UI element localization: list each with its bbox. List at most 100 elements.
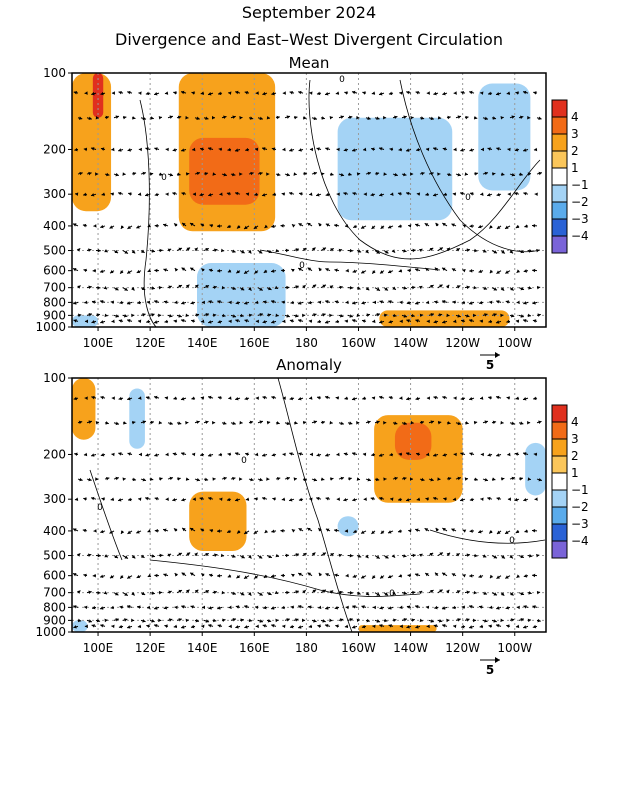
vector-arrowhead [421, 171, 425, 176]
vector-arrowhead [523, 605, 527, 609]
vector-arrowhead [131, 250, 136, 254]
x-tick-label: 100E [83, 336, 114, 350]
vector-arrowhead [419, 313, 424, 318]
vector-arrowhead [367, 420, 371, 424]
vector-arrowhead [95, 477, 99, 481]
vector-arrowhead [254, 497, 258, 501]
vector-arrowhead [379, 395, 383, 400]
vector-arrowhead [452, 192, 457, 196]
vector-arrowhead [496, 300, 500, 304]
vector-arrowhead [118, 90, 122, 95]
vector-arrowhead [151, 313, 155, 317]
vector-arrowhead [77, 285, 81, 289]
vector-arrowhead [469, 90, 473, 95]
vector-arrowhead [73, 528, 77, 532]
vector-arrowhead [298, 497, 303, 502]
vector-arrowhead [352, 269, 357, 273]
vector-arrowhead [178, 618, 182, 622]
vector-arrowhead [352, 191, 356, 196]
vector-arrowhead [201, 624, 205, 629]
vector-arrowhead [213, 618, 217, 623]
vector-arrowhead [142, 116, 146, 121]
vector-arrowhead [487, 193, 491, 197]
vector-arrowhead [181, 572, 186, 576]
vector-arrowhead [466, 285, 470, 290]
vector-arrowhead [282, 147, 286, 152]
vector-arrowhead [348, 421, 353, 425]
vector-arrowhead [344, 91, 348, 95]
vector-arrowhead [442, 572, 446, 576]
vector-arrowhead [418, 286, 423, 290]
vector-arrowhead [208, 193, 212, 197]
vector-arrowhead [199, 192, 203, 197]
vector-arrowhead [538, 116, 542, 120]
vector-arrowhead [336, 452, 340, 457]
vector-arrowhead [415, 396, 419, 401]
vector-arrowhead [330, 172, 334, 176]
vector-arrowhead [205, 285, 209, 289]
vector-arrowhead [223, 172, 227, 177]
vector-arrowhead [208, 92, 212, 96]
vector-arrowhead [343, 191, 347, 196]
vector-arrowhead [276, 115, 280, 120]
vector-arrowhead [416, 497, 420, 502]
vector-arrowhead [416, 452, 420, 456]
vector-arrowhead [253, 225, 258, 229]
vector-arrowhead [523, 90, 527, 95]
vector-arrowhead [213, 285, 217, 290]
vector-arrowhead [528, 591, 532, 595]
vector-arrowhead [474, 553, 478, 558]
vector-arrowhead [271, 624, 275, 628]
vector-arrowhead [352, 397, 356, 401]
vector-arrowhead [527, 420, 531, 425]
vector-arrowhead [289, 624, 294, 629]
contour-line [399, 79, 541, 253]
vector-arrowhead [212, 172, 216, 176]
vector-arrowhead [95, 172, 99, 176]
y-tick-label: 600 [43, 569, 66, 583]
vector-arrowhead [281, 605, 285, 610]
vector-arrowhead [232, 618, 236, 622]
vector-arrowhead [442, 606, 446, 610]
vector-arrowhead [425, 192, 429, 197]
shaded-region [394, 422, 432, 460]
vector-arrowhead [466, 590, 470, 595]
vector-arrowhead [437, 420, 442, 425]
vector-arrowhead [111, 396, 115, 400]
vector-arrowhead [321, 420, 326, 425]
y-tick-label: 400 [43, 219, 66, 233]
plot-frame [71, 72, 547, 328]
vector-arrowhead [100, 453, 105, 457]
y-tick-label: 900 [43, 613, 66, 627]
vector-arrowhead [313, 619, 317, 623]
vector-arrowhead [538, 420, 542, 424]
vector-arrowhead [479, 300, 483, 305]
vector-arrowhead [407, 268, 411, 273]
shaded-region [72, 73, 112, 212]
vector-arrowhead [500, 115, 504, 120]
vector-arrowhead [433, 395, 437, 400]
vector-arrowhead [406, 300, 411, 305]
vector-arrowhead [442, 91, 446, 96]
vector-arrowhead [399, 624, 403, 629]
x-tick-label: 100W [497, 336, 532, 350]
vector-arrowhead [295, 553, 299, 557]
vector-arrowhead [416, 147, 420, 152]
vector-arrowhead [192, 192, 196, 197]
vector-arrowhead [120, 270, 124, 274]
vector-arrowhead [122, 172, 126, 176]
vector-arrowhead [403, 249, 407, 253]
vector-arrowhead [312, 589, 317, 593]
vector-arrowhead [496, 147, 500, 151]
vector-arrowhead [334, 300, 339, 304]
vector-arrowhead [356, 313, 360, 318]
vector-arrowhead [349, 314, 353, 318]
vector-arrowhead [181, 452, 185, 456]
vector-arrowhead [366, 618, 370, 623]
vector-arrowhead [509, 554, 513, 559]
vector-arrowhead [127, 270, 131, 274]
vector-arrowhead [426, 624, 430, 629]
vector-arrowhead [235, 319, 239, 323]
vector-arrowhead [118, 319, 123, 323]
vector-arrowhead [520, 421, 524, 425]
